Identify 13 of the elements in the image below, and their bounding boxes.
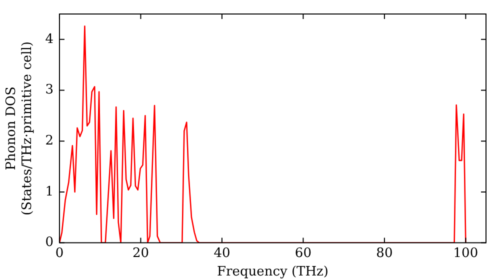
x-tick-label: 100 xyxy=(453,246,478,261)
x-axis-title: Frequency (THz) xyxy=(217,264,328,280)
y-tick-label: 4 xyxy=(45,32,54,47)
y-tick-label: 0 xyxy=(45,235,54,250)
x-tick-label: 60 xyxy=(294,246,312,261)
x-tick-label: 80 xyxy=(376,246,393,261)
y-tick-label: 1 xyxy=(45,184,54,200)
y-tick-label: 3 xyxy=(45,82,54,98)
y-tick-label: 2 xyxy=(45,133,54,148)
x-tick-label: 0 xyxy=(55,246,64,261)
y-axis-title: Phonon DOS (States/THz·primitive cell) xyxy=(4,41,35,216)
x-tick-label: 20 xyxy=(132,246,149,261)
x-tick-label: 40 xyxy=(214,246,230,261)
